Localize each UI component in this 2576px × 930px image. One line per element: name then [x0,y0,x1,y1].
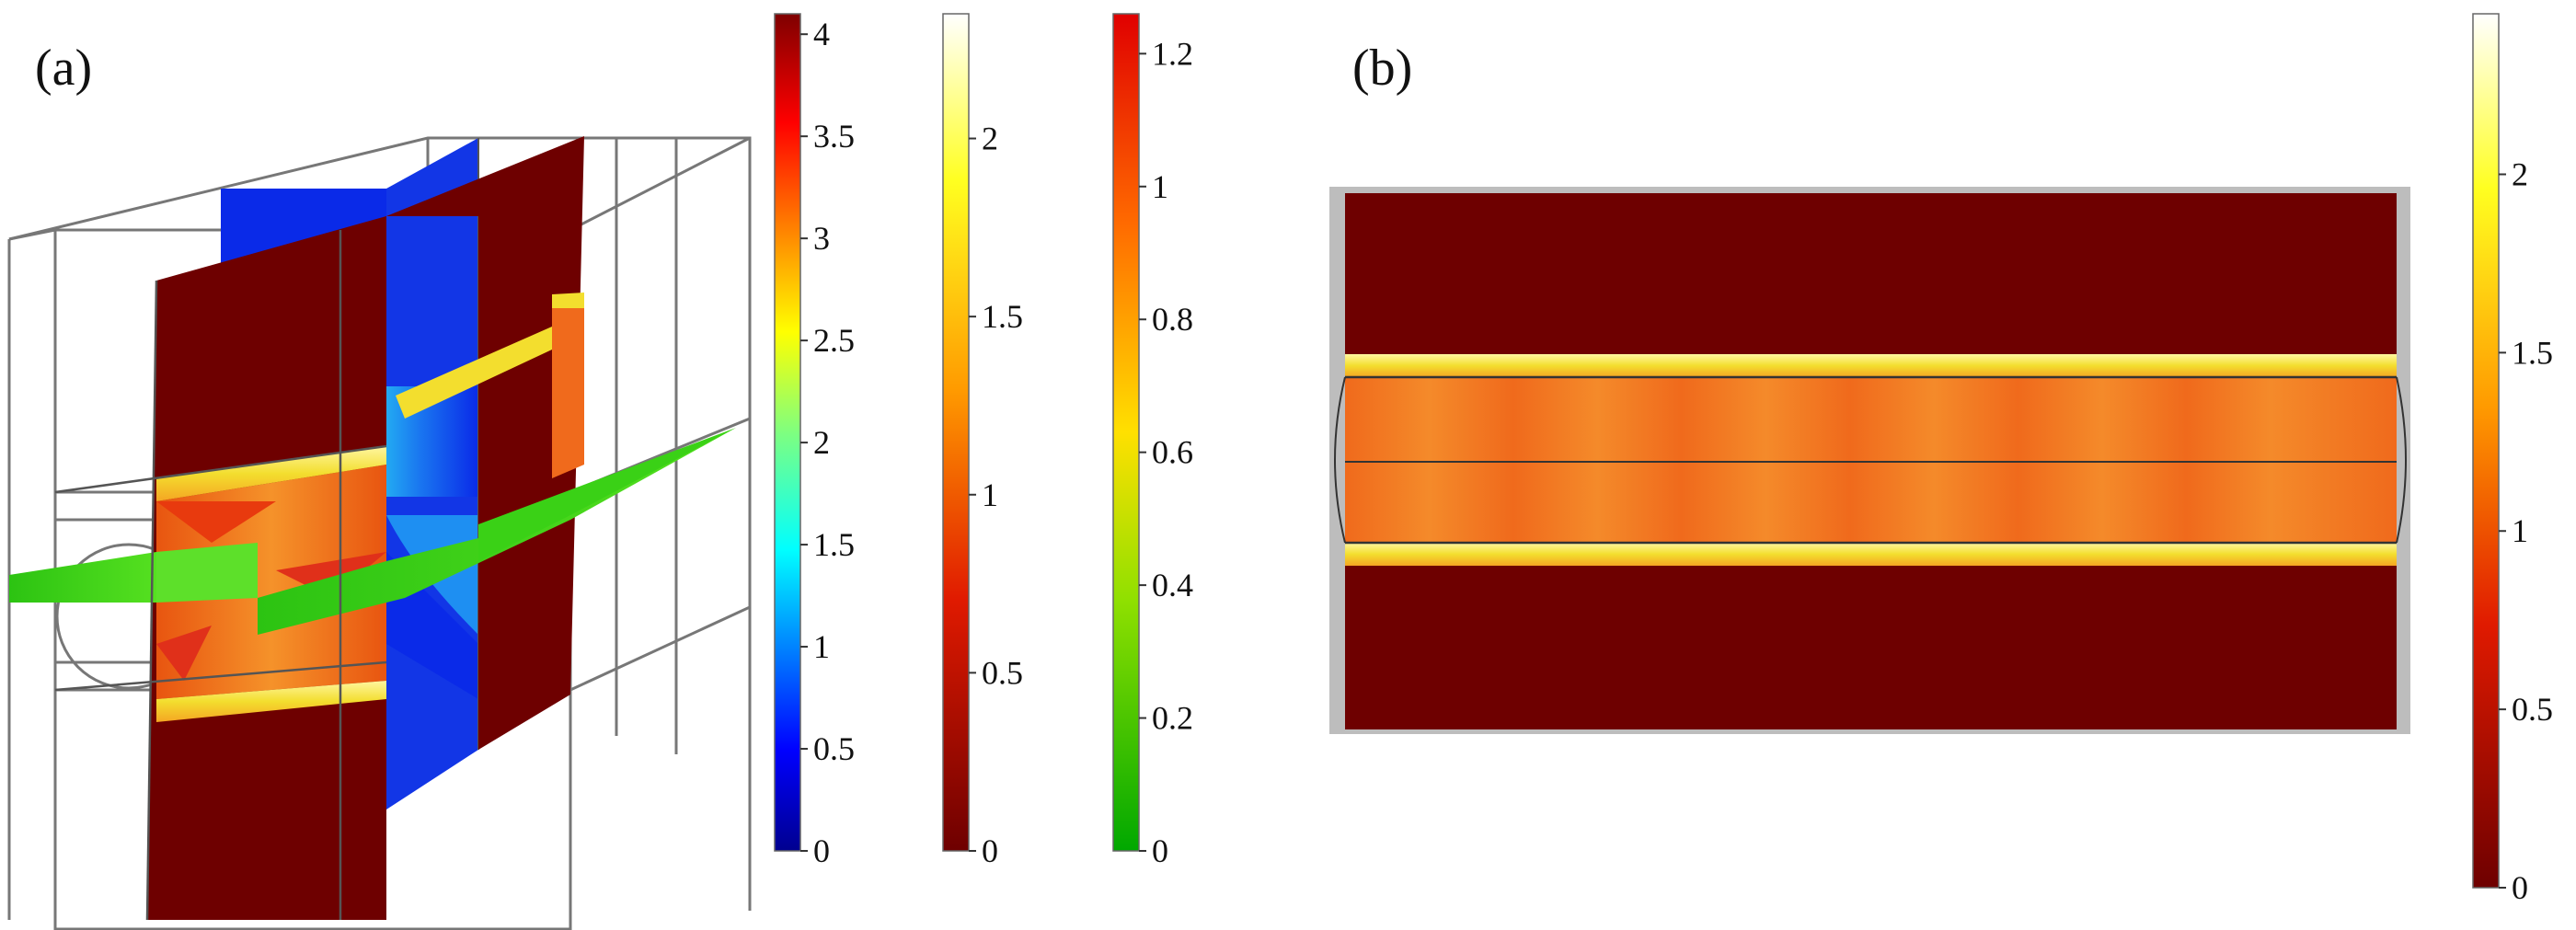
colorbar-tick-label: 0 [1152,832,1168,869]
colorbar-tick-label: 0.5 [813,730,855,767]
colorbar-gradient [1112,13,1140,852]
panel-label-a: (a) [35,40,92,97]
colorbar-tick-label: 2 [982,121,998,157]
colorbar-a-heat: 0 0.5 1 1.5 2 [942,13,1023,869]
green-slice-plane [9,428,736,635]
colorbar-tick-label: 1.5 [2512,334,2553,371]
colorbar-gradient [774,13,801,852]
colorbar-tick-label: 1 [2512,512,2528,549]
colorbar-b-heat: 0 0.5 1 1.5 2 [2472,13,2553,906]
colorbar-tick-label: 1 [813,628,830,665]
colorbar-tick-label: 2 [813,424,830,461]
colorbar-tick-label: 0.5 [2512,691,2553,728]
panel-label-b: (b) [1352,40,1412,97]
colorbar-tick-label: 0 [982,832,998,869]
colorbar-tick-label: 0 [813,832,830,869]
colorbar-tick-label: 1.5 [982,298,1023,335]
colorbar-tick-label: 1 [1152,168,1168,205]
upper-interface-band [1345,354,2397,377]
core-region [1345,377,2397,543]
colorbar-tick-label: 0.4 [1152,567,1193,603]
colorbar-tick-label: 0.6 [1152,434,1193,471]
colorbar-tick-label: 2.5 [813,322,855,359]
colorbar-tick-label: 0 [2512,869,2528,906]
colorbar-tick-label: 1.5 [813,526,855,563]
colorbar-tick-label: 2 [2512,155,2528,192]
upper-cladding-region [1345,193,2397,354]
colorbar-gradient [942,13,970,852]
panel-b: (b) 0 0.5 1 1.5 2 [1329,13,2553,906]
colorbar-tick-label: 0.8 [1152,301,1193,338]
colorbar-tick-label: 0.2 [1152,700,1193,737]
lower-cladding-region [1345,566,2397,729]
colorbar-tick-label: 1 [982,476,998,513]
colorbar-tick-label: 3.5 [813,118,855,155]
colorbar-a-traffic: 0 0.2 0.4 0.6 0.8 1 1.2 [1112,13,1193,869]
field-core-slice [156,293,584,722]
colorbar-tick-label: 0.5 [982,654,1023,691]
colorbar-tick-label: 4 [813,16,830,52]
wireframe-front [54,230,387,921]
red-slice-plane-back [386,136,584,750]
lower-interface-band [1345,543,2397,566]
panel-a: (a) [7,13,1193,930]
colorbar-tick-label: 1.2 [1152,35,1193,72]
colorbar-gradient [2472,13,2500,889]
colorbar-a-jet: 0 0.5 1 1.5 2 2.5 3 3.5 4 [774,13,855,869]
cross-section-view [1329,187,2410,734]
colorbar-tick-label: 3 [813,220,830,257]
